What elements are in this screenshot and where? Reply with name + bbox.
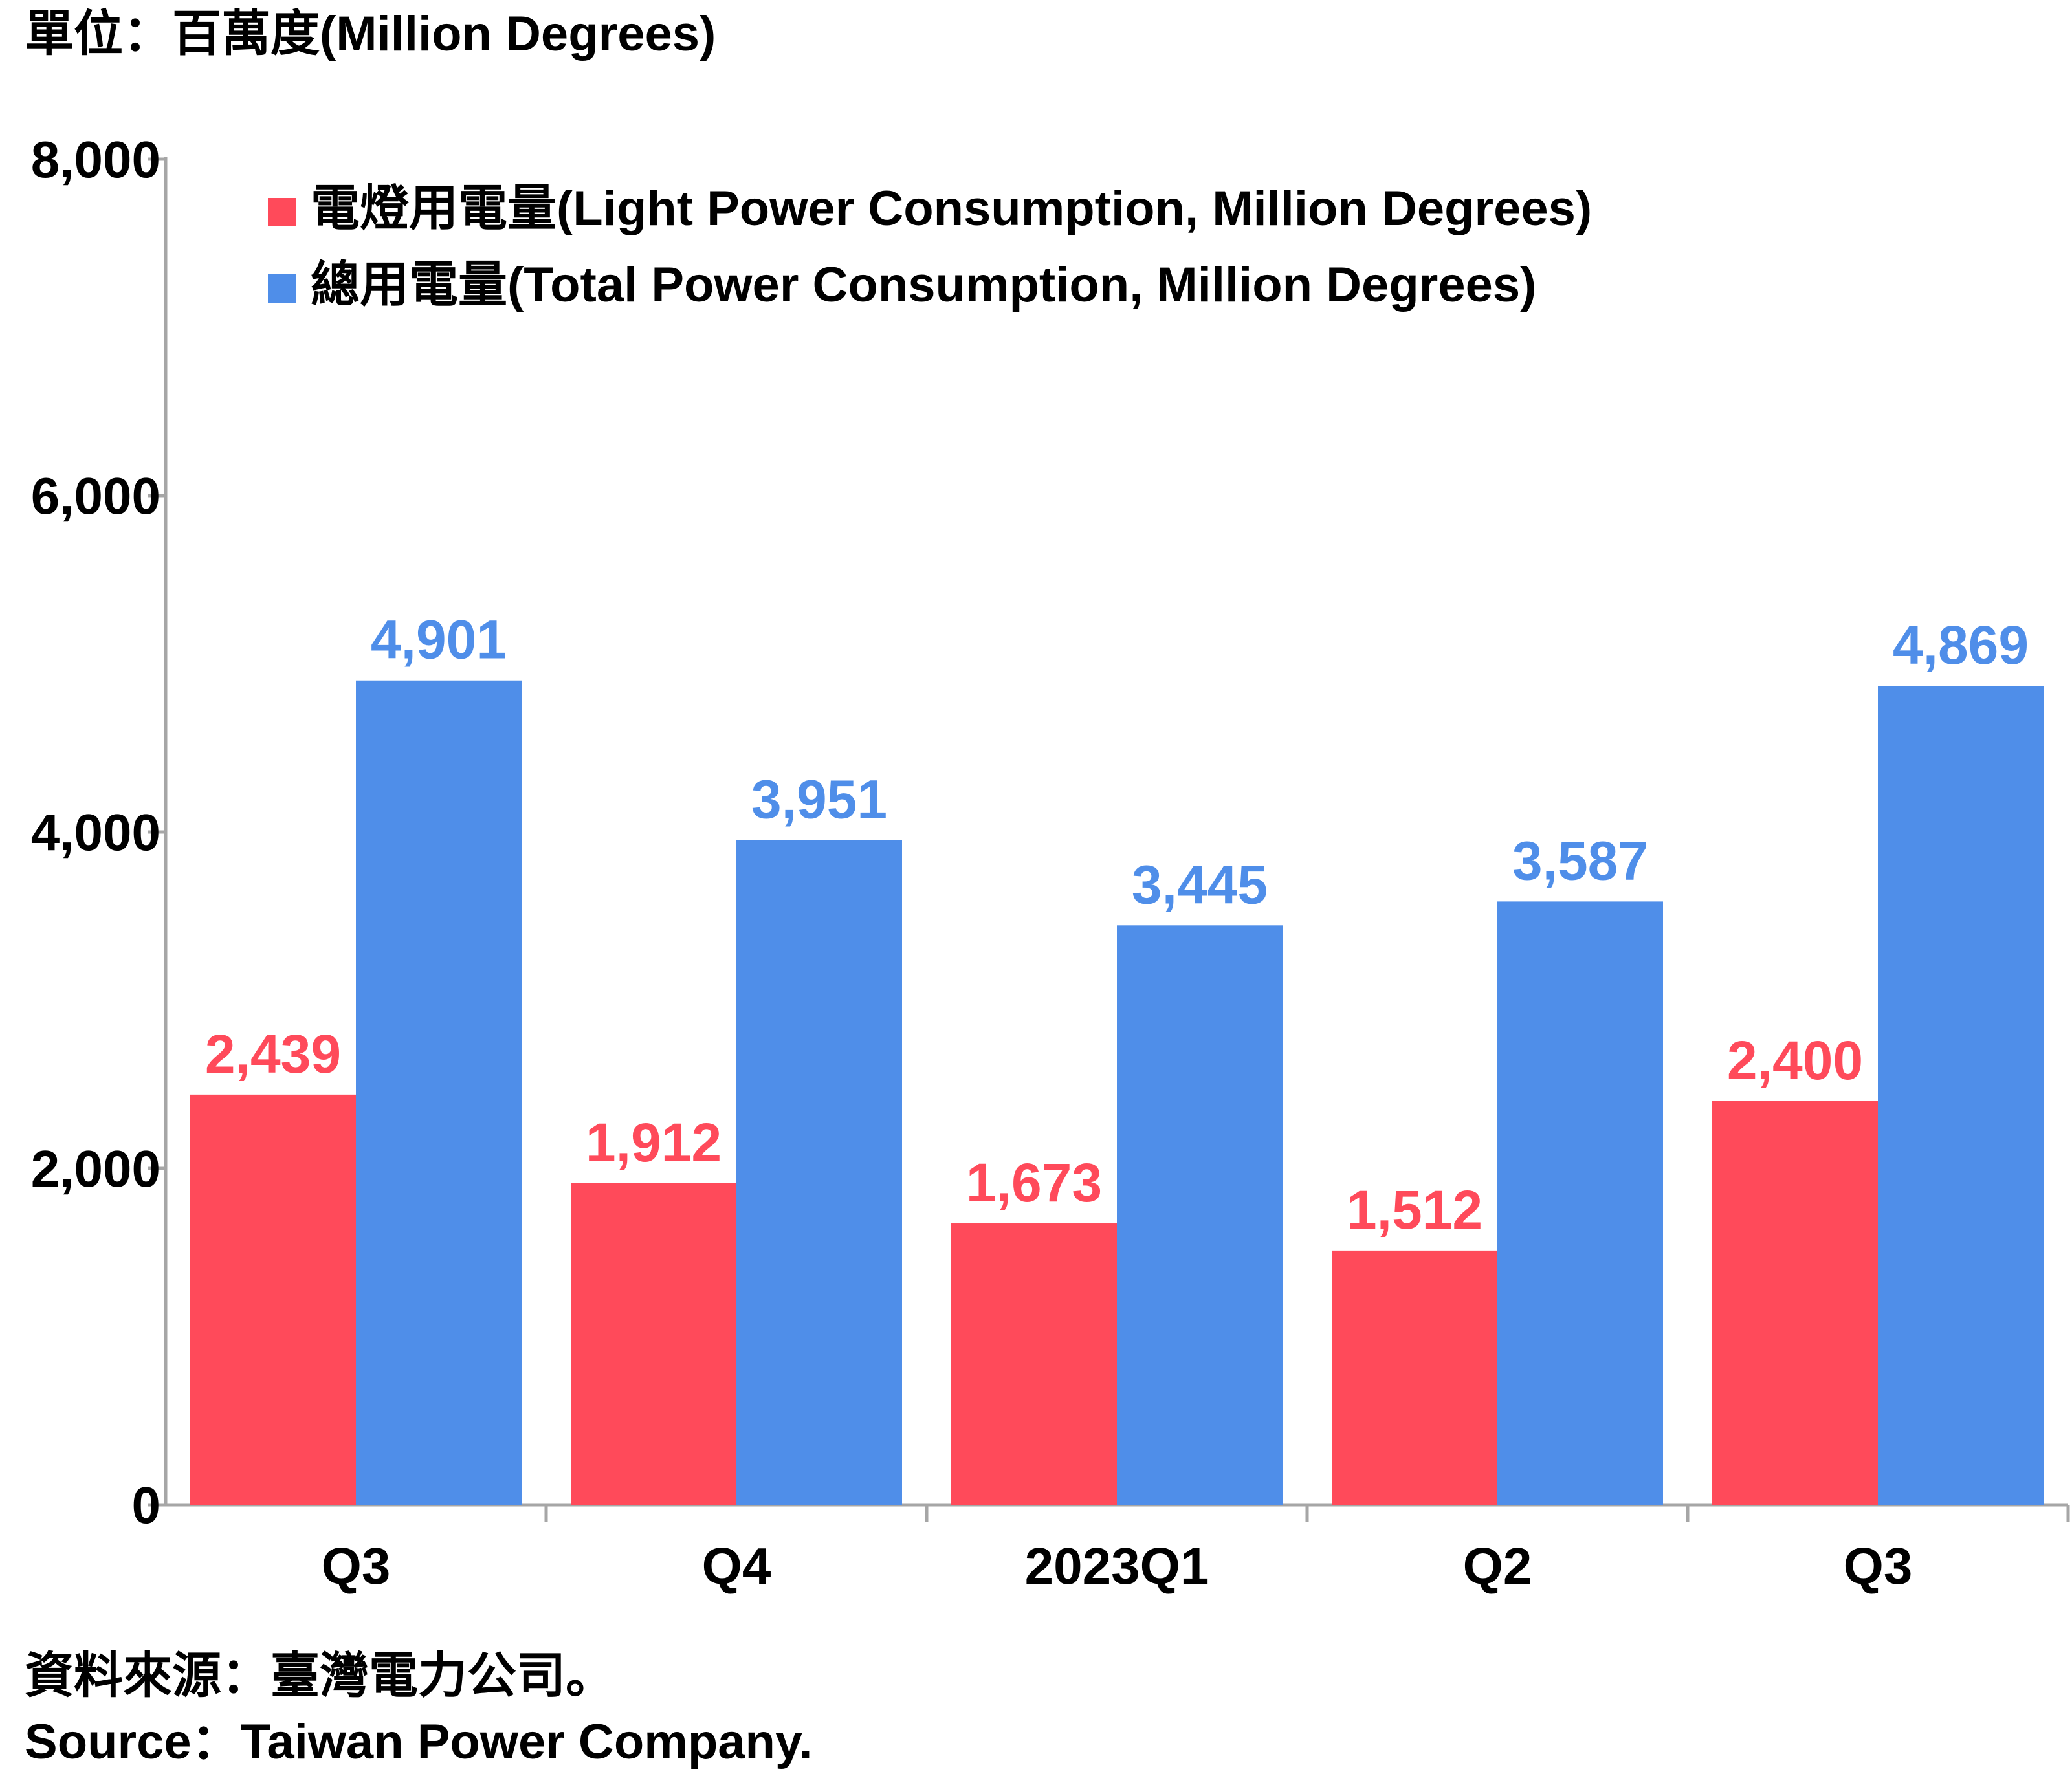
- y-tick-label: 8,000: [31, 131, 160, 188]
- data-label: 2,439: [205, 1024, 341, 1084]
- source-zh: 資料來源：臺灣電力公司。: [25, 1648, 615, 1703]
- bar-light: [1332, 1250, 1497, 1505]
- x-tick-label: Q3: [322, 1537, 391, 1595]
- bar-total: [356, 680, 522, 1505]
- data-label: 1,512: [1347, 1179, 1482, 1240]
- bar-total: [736, 840, 902, 1505]
- data-label: 4,901: [371, 609, 507, 670]
- x-tick-label: 2023Q1: [1025, 1537, 1209, 1595]
- legend-label: 總用電量(Total Power Consumption, Million De…: [311, 257, 1536, 312]
- data-label: 1,912: [586, 1112, 722, 1173]
- data-label: 3,445: [1132, 854, 1268, 915]
- y-tick-label: 0: [132, 1476, 161, 1534]
- y-tick-label: 4,000: [31, 804, 160, 861]
- bar-total: [1878, 686, 2044, 1505]
- y-tick-label: 2,000: [31, 1140, 160, 1198]
- data-label: 2,400: [1727, 1030, 1863, 1091]
- legend: 電燈用電量(Light Power Consumption, Million D…: [268, 181, 1592, 312]
- data-label: 3,951: [751, 769, 887, 830]
- legend-label: 電燈用電量(Light Power Consumption, Million D…: [311, 181, 1592, 236]
- unit-label: 單位：百萬度(Million Degrees): [25, 6, 716, 61]
- x-tick-label: Q4: [702, 1537, 771, 1595]
- bar-total: [1117, 925, 1283, 1505]
- bar-light: [951, 1223, 1117, 1505]
- bar-light: [190, 1094, 356, 1505]
- bar-light: [571, 1183, 736, 1505]
- x-tick-label: Q3: [1844, 1537, 1913, 1595]
- legend-swatch: [268, 274, 296, 303]
- bars: 2,439 4,901 1,912 3,951 1,673 3,445 1,512 3,587…: [190, 609, 2044, 1505]
- data-label: 3,587: [1512, 830, 1648, 891]
- bar-light: [1712, 1101, 1878, 1505]
- source-en: Source：Taiwan Power Company.: [25, 1714, 813, 1769]
- bar-total: [1497, 901, 1663, 1505]
- data-label: 1,673: [966, 1152, 1102, 1213]
- axes: 0 2,000 4,000 6,000 8,000 Q3 Q4 2023Q1 Q2 Q3: [31, 131, 2070, 1595]
- y-tick-label: 6,000: [31, 467, 160, 525]
- x-tick-label: Q2: [1463, 1537, 1532, 1595]
- legend-swatch: [268, 198, 296, 226]
- data-label: 4,869: [1893, 615, 2029, 675]
